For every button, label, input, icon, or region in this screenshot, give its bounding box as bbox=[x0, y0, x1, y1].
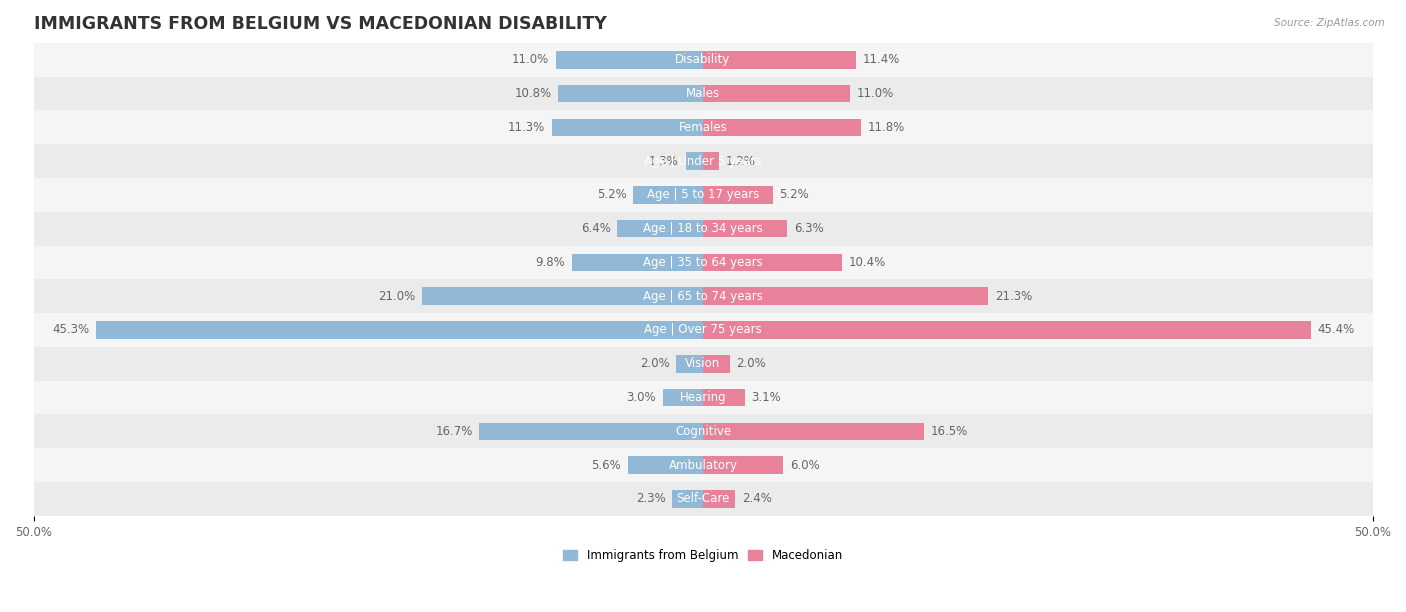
Bar bbox=[555, 51, 703, 69]
Text: 9.8%: 9.8% bbox=[536, 256, 565, 269]
Bar bbox=[703, 321, 1310, 339]
Text: 1.3%: 1.3% bbox=[650, 155, 679, 168]
Text: 6.4%: 6.4% bbox=[581, 222, 610, 235]
Bar bbox=[34, 76, 1372, 110]
Bar bbox=[703, 51, 856, 69]
Bar bbox=[633, 186, 703, 204]
Bar bbox=[34, 414, 1372, 448]
Text: 5.2%: 5.2% bbox=[779, 188, 808, 201]
Bar bbox=[703, 389, 745, 406]
Text: Age | 65 to 74 years: Age | 65 to 74 years bbox=[643, 289, 763, 303]
Bar bbox=[97, 321, 703, 339]
Text: 45.4%: 45.4% bbox=[1317, 324, 1355, 337]
Bar bbox=[617, 220, 703, 237]
Text: Hearing: Hearing bbox=[679, 391, 727, 404]
Text: IMMIGRANTS FROM BELGIUM VS MACEDONIAN DISABILITY: IMMIGRANTS FROM BELGIUM VS MACEDONIAN DI… bbox=[34, 15, 606, 33]
Bar bbox=[34, 212, 1372, 245]
Text: 16.7%: 16.7% bbox=[436, 425, 472, 438]
Text: 3.1%: 3.1% bbox=[751, 391, 780, 404]
Text: Age | 35 to 64 years: Age | 35 to 64 years bbox=[643, 256, 763, 269]
Bar bbox=[34, 144, 1372, 178]
Bar bbox=[34, 313, 1372, 347]
Text: 5.6%: 5.6% bbox=[592, 458, 621, 472]
Bar bbox=[558, 85, 703, 102]
Bar bbox=[34, 178, 1372, 212]
Bar bbox=[672, 490, 703, 507]
Bar bbox=[34, 482, 1372, 516]
Text: 2.0%: 2.0% bbox=[737, 357, 766, 370]
Bar bbox=[703, 288, 988, 305]
Bar bbox=[676, 355, 703, 373]
Text: Females: Females bbox=[679, 121, 727, 134]
Text: Age | 5 to 17 years: Age | 5 to 17 years bbox=[647, 188, 759, 201]
Bar bbox=[703, 422, 924, 440]
Text: 5.2%: 5.2% bbox=[598, 188, 627, 201]
Text: 10.8%: 10.8% bbox=[515, 87, 551, 100]
Bar bbox=[628, 457, 703, 474]
Text: 2.0%: 2.0% bbox=[640, 357, 669, 370]
Bar bbox=[703, 85, 851, 102]
Text: 6.3%: 6.3% bbox=[794, 222, 824, 235]
Text: Source: ZipAtlas.com: Source: ZipAtlas.com bbox=[1274, 18, 1385, 28]
Text: Self-Care: Self-Care bbox=[676, 493, 730, 506]
Text: Disability: Disability bbox=[675, 53, 731, 66]
Text: 11.0%: 11.0% bbox=[858, 87, 894, 100]
Text: 2.3%: 2.3% bbox=[636, 493, 665, 506]
Bar bbox=[34, 110, 1372, 144]
Text: 6.0%: 6.0% bbox=[790, 458, 820, 472]
Bar bbox=[34, 381, 1372, 414]
Text: 11.8%: 11.8% bbox=[868, 121, 905, 134]
Text: Ambulatory: Ambulatory bbox=[668, 458, 738, 472]
Bar bbox=[703, 457, 783, 474]
Bar bbox=[34, 43, 1372, 76]
Bar bbox=[686, 152, 703, 170]
Bar bbox=[703, 152, 718, 170]
Bar bbox=[662, 389, 703, 406]
Text: 16.5%: 16.5% bbox=[931, 425, 967, 438]
Bar bbox=[479, 422, 703, 440]
Bar bbox=[703, 119, 860, 136]
Bar bbox=[551, 119, 703, 136]
Text: 11.4%: 11.4% bbox=[862, 53, 900, 66]
Bar bbox=[703, 355, 730, 373]
Text: Cognitive: Cognitive bbox=[675, 425, 731, 438]
Text: Vision: Vision bbox=[685, 357, 721, 370]
Text: Age | Under 5 years: Age | Under 5 years bbox=[644, 155, 762, 168]
Bar bbox=[422, 288, 703, 305]
Text: 21.3%: 21.3% bbox=[995, 289, 1032, 303]
Text: 11.0%: 11.0% bbox=[512, 53, 548, 66]
Text: Age | 18 to 34 years: Age | 18 to 34 years bbox=[643, 222, 763, 235]
Text: 3.0%: 3.0% bbox=[627, 391, 657, 404]
Text: 10.4%: 10.4% bbox=[849, 256, 886, 269]
Legend: Immigrants from Belgium, Macedonian: Immigrants from Belgium, Macedonian bbox=[558, 544, 848, 567]
Bar bbox=[703, 253, 842, 271]
Text: 2.4%: 2.4% bbox=[742, 493, 772, 506]
Bar bbox=[34, 245, 1372, 279]
Bar bbox=[703, 490, 735, 507]
Text: 1.2%: 1.2% bbox=[725, 155, 755, 168]
Bar bbox=[34, 347, 1372, 381]
Bar bbox=[34, 279, 1372, 313]
Bar bbox=[703, 220, 787, 237]
Text: Age | Over 75 years: Age | Over 75 years bbox=[644, 324, 762, 337]
Bar bbox=[34, 448, 1372, 482]
Text: 45.3%: 45.3% bbox=[52, 324, 90, 337]
Bar bbox=[572, 253, 703, 271]
Bar bbox=[703, 186, 773, 204]
Text: 11.3%: 11.3% bbox=[508, 121, 546, 134]
Text: Males: Males bbox=[686, 87, 720, 100]
Text: 21.0%: 21.0% bbox=[378, 289, 415, 303]
